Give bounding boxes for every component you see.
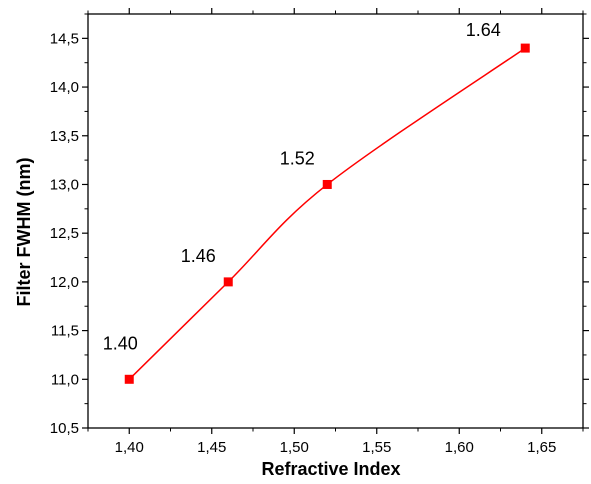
y-axis-title: Filter FWHM (nm) bbox=[14, 158, 34, 307]
x-tick-label: 1,55 bbox=[362, 439, 391, 456]
x-tick-label: 1,65 bbox=[527, 439, 556, 456]
x-tick-label: 1,50 bbox=[280, 439, 309, 456]
x-tick-label: 1,45 bbox=[197, 439, 226, 456]
data-point-label: 1.46 bbox=[181, 246, 216, 266]
y-tick-label: 13,0 bbox=[50, 176, 79, 193]
x-tick-label: 1,60 bbox=[445, 439, 474, 456]
x-tick-labels: 1,40 1,45 1,50 1,55 1,60 1,65 bbox=[115, 439, 557, 456]
y-tick-label: 13,5 bbox=[50, 128, 79, 145]
plot-frame bbox=[87, 13, 584, 429]
y-tick-label: 11,5 bbox=[51, 323, 79, 340]
data-point-marker bbox=[520, 43, 530, 53]
data-point-label: 1.40 bbox=[103, 333, 138, 353]
y-tick-labels: 10,5 11,0 11,5 12,0 12,5 13,0 13,5 14,0 14,5 bbox=[50, 30, 79, 437]
y-tick-label: 14,5 bbox=[50, 30, 79, 47]
data-point-label: 1.64 bbox=[466, 20, 501, 40]
tick-marks bbox=[82, 8, 589, 434]
data-point-marker bbox=[124, 374, 134, 384]
data-point-marker bbox=[322, 179, 332, 189]
series-line bbox=[128, 47, 526, 380]
y-tick-label: 14,0 bbox=[50, 79, 79, 96]
data-markers bbox=[124, 43, 530, 384]
data-point-marker bbox=[223, 277, 233, 287]
data-labels: 1.40 1.46 1.52 1.64 bbox=[103, 20, 501, 353]
y-tick-label: 12,5 bbox=[50, 225, 79, 242]
y-tick-label: 11,0 bbox=[51, 371, 79, 388]
x-axis-title: Refractive Index bbox=[261, 459, 400, 479]
y-tick-label: 12,0 bbox=[50, 274, 79, 291]
y-tick-label: 10,5 bbox=[50, 420, 79, 437]
data-point-label: 1.52 bbox=[280, 148, 315, 168]
x-tick-label: 1,40 bbox=[115, 439, 144, 456]
